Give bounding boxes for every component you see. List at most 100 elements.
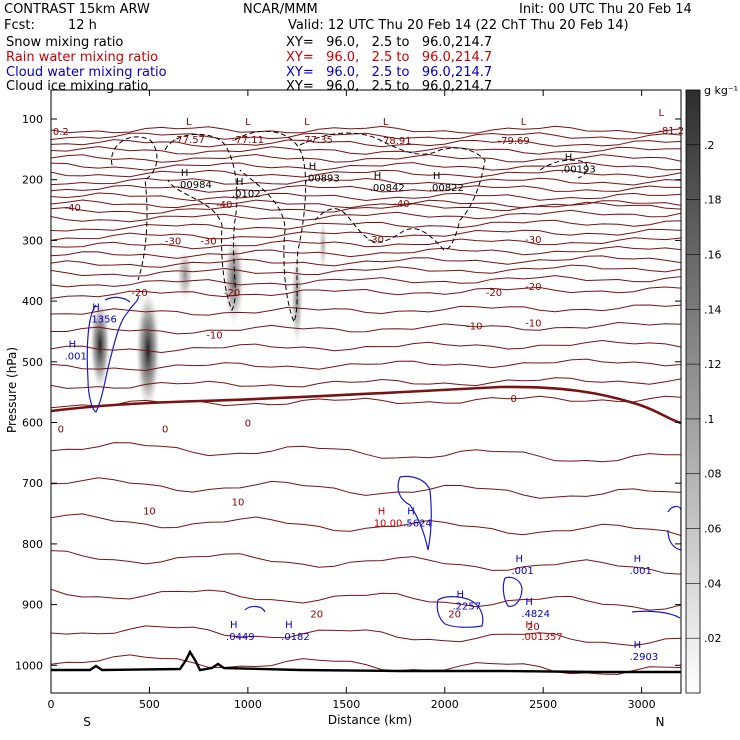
ice-contour (299, 132, 486, 251)
cloud-water-contour (502, 576, 523, 607)
maximum-value-label: .00984 (177, 180, 212, 191)
temperature-contour (51, 321, 681, 335)
temperature-label: -20 (486, 288, 502, 299)
temperature-label: -30 (368, 235, 384, 246)
cloud-water-contour (667, 505, 681, 551)
high-marker: H (634, 554, 642, 565)
high-marker: H (374, 171, 382, 182)
south-label: S (83, 715, 91, 729)
high-marker: H (230, 620, 238, 631)
temperature-label: -10 (206, 330, 222, 341)
temperature-contour (51, 625, 681, 647)
temperature-label: 20 (310, 610, 323, 621)
colorbar (685, 89, 701, 694)
colorbar-tick-label: .14 (704, 303, 722, 316)
temperature-contour (51, 654, 681, 675)
temperature-label: 10 (232, 497, 245, 508)
cloud-water-contours (86, 295, 681, 628)
cloud-water-contour (244, 605, 266, 613)
forecast-label: Fcst: (4, 18, 35, 33)
plot-frame (50, 89, 682, 694)
maximum-value-label: .2257 (452, 602, 481, 613)
temperature-contour-lines (51, 125, 681, 675)
field-xy-snow: XY= 96.0, 2.5 to 96.0,214.7 (286, 35, 493, 50)
temperature-contour (51, 161, 681, 171)
colorbar-tick-label: .04 (704, 577, 722, 590)
terrain-line (51, 649, 681, 674)
maximum-value-label: .00893 (305, 174, 340, 185)
temperature-label: 0 (510, 394, 516, 405)
cloud-ice-contours (111, 130, 588, 324)
temperature-label: -40 (64, 203, 80, 214)
temperature-contour (51, 177, 681, 186)
high-marker: H (433, 171, 441, 182)
colorbar-tick-label: .08 (704, 468, 722, 481)
colorbar-tick-label: .1 (704, 413, 715, 426)
high-marker: H (407, 506, 415, 517)
field-name-rain: Rain water mixing ratio (6, 50, 159, 65)
temperature-contour (51, 377, 681, 389)
valid-time: Valid: 12 UTC Thu 20 Feb 14 (22 ChT Thu … (288, 18, 629, 33)
y-tick-label: 100 (22, 113, 43, 126)
temperature-label: -77.57 (173, 135, 205, 146)
low-marker: L (245, 117, 251, 128)
temperature-label: -40 (216, 200, 232, 211)
temperature-contour (51, 169, 681, 179)
high-marker: H (565, 153, 573, 164)
x-tick-label: 1500 (332, 698, 360, 711)
init-time: Init: 00 UTC Thu 20 Feb 14 (519, 2, 692, 17)
maximum-value-label: .001357 (521, 632, 562, 643)
temperature-contour (51, 228, 681, 241)
temperature-contour (51, 209, 681, 223)
x-tick-label: 0 (48, 698, 55, 711)
temperature-label: 0 (245, 419, 251, 430)
maximum-value-label: .001 (65, 352, 87, 363)
low-marker: L (304, 117, 310, 128)
temperature-label: 0 (58, 425, 64, 436)
north-label: N (656, 715, 665, 729)
cloud-water-contour (86, 295, 139, 413)
y-tick-label: 900 (22, 599, 43, 612)
temperature-label: -20 (525, 282, 541, 293)
temperature-contour (51, 339, 681, 354)
temperature-contour (51, 146, 681, 155)
temperature-contour-labels: -81.2 -79.69 -78.91 -77.57 -77.11 -77.35 0.2 -4… (53, 126, 684, 633)
temperature-contour (51, 264, 681, 277)
temperature-contour (51, 192, 681, 202)
y-tick-label: 200 (22, 174, 43, 187)
temperature-contour (51, 255, 681, 268)
temperature-contour (51, 219, 681, 232)
temperature-label: -30 (525, 235, 541, 246)
temperature-contour (51, 513, 681, 536)
colorbar-tick-label: .12 (704, 358, 722, 371)
y-tick-label: 400 (22, 295, 43, 308)
maximum-value-label: 10.00 (374, 518, 403, 529)
maximum-value-label: .001 (512, 566, 534, 577)
maximum-value-label: .00822 (429, 183, 464, 194)
temperature-contour (51, 245, 681, 259)
temperature-label: 10 (143, 507, 156, 518)
ice-contour (234, 130, 307, 324)
temperature-label: -30 (165, 236, 181, 247)
temperature-contour (51, 304, 681, 316)
maximum-value-label: .0102 (232, 189, 261, 200)
maximum-value-label: .2903 (630, 652, 659, 663)
colorbar-ticks: .02 .04 .06 .08 .1 .12 .14 .16 .18 .2 (686, 139, 722, 645)
x-axis-title: Distance (km) (328, 713, 412, 727)
low-marker: L (186, 117, 192, 128)
high-marker: H (69, 340, 77, 351)
low-labels: L L L L LL (186, 108, 665, 128)
high-marker: H (285, 620, 293, 631)
y-tick-label: 600 (22, 417, 43, 430)
forecast-hours: 12 h (68, 18, 97, 33)
x-axis: 0 500 1000 1500 2000 2500 3000 (48, 90, 656, 711)
snow-cell (136, 290, 160, 410)
high-marker: H (525, 597, 533, 608)
high-marker: H (92, 303, 100, 314)
high-marker: H (456, 590, 464, 601)
temperature-contour (51, 588, 681, 611)
y-tick-label: 500 (22, 356, 43, 369)
